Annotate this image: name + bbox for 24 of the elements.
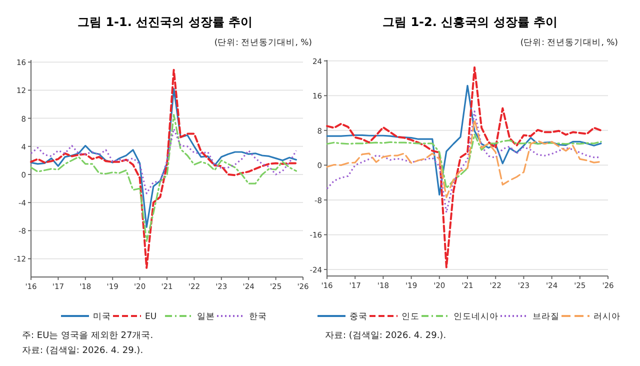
- line-series: [326, 66, 602, 268]
- legend-label: 중국: [350, 312, 368, 322]
- legend-label: 인도네시아: [454, 312, 498, 322]
- legend-label: 일본: [197, 312, 215, 322]
- chart-subtitle: (단위: 전년동기대비, %): [520, 38, 618, 48]
- legend-label: 한국: [249, 312, 267, 322]
- line-series: [326, 118, 602, 198]
- text: 자료: (검색일: 2026. 4. 29.).: [22, 346, 144, 356]
- legend-label: 미국: [93, 312, 111, 322]
- line-series: [326, 134, 602, 190]
- line-series: [326, 84, 602, 196]
- line-series: [30, 88, 297, 228]
- legend-label: EU: [145, 312, 157, 322]
- chart-subtitle: (단위: 전년동기대비, %): [214, 38, 312, 48]
- text: 주: EU는 영국을 제외한 27개국.: [22, 331, 154, 341]
- text: 자료: (검색일: 2026. 4. 29.).: [325, 331, 446, 341]
- chart-title: 그림 1-1. 선진국의 성장률 추이: [78, 15, 252, 29]
- legend-label: 브라질: [532, 312, 560, 322]
- line-series: [30, 114, 297, 242]
- line-series: [30, 128, 297, 194]
- line-series: [30, 68, 298, 269]
- legend-label: 러시아: [594, 312, 620, 322]
- legend-label: 인도: [402, 312, 420, 322]
- chart-title: 그림 1-2. 신흥국의 성장률 추이: [382, 15, 558, 29]
